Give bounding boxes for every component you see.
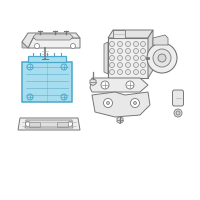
- Circle shape: [126, 70, 130, 74]
- Polygon shape: [42, 58, 48, 66]
- Circle shape: [70, 44, 76, 48]
- Circle shape: [110, 55, 114, 60]
- Circle shape: [153, 49, 171, 67]
- Circle shape: [61, 94, 67, 100]
- Circle shape: [61, 64, 67, 70]
- Circle shape: [106, 102, 110, 104]
- Circle shape: [147, 43, 177, 73]
- Polygon shape: [25, 120, 73, 128]
- Polygon shape: [22, 42, 28, 48]
- Circle shape: [110, 62, 114, 68]
- Circle shape: [174, 109, 182, 117]
- Polygon shape: [108, 38, 148, 78]
- Circle shape: [26, 121, 30, 127]
- Circle shape: [158, 54, 166, 62]
- FancyBboxPatch shape: [58, 122, 68, 128]
- Circle shape: [126, 62, 130, 68]
- Circle shape: [140, 55, 146, 60]
- Circle shape: [118, 55, 122, 60]
- Circle shape: [126, 55, 130, 60]
- Circle shape: [68, 121, 72, 127]
- Polygon shape: [33, 34, 73, 40]
- FancyBboxPatch shape: [172, 90, 184, 106]
- Circle shape: [134, 102, 136, 104]
- Circle shape: [176, 111, 180, 115]
- Circle shape: [110, 42, 114, 46]
- Circle shape: [134, 48, 138, 53]
- Polygon shape: [90, 78, 148, 92]
- Circle shape: [118, 48, 122, 53]
- Circle shape: [134, 55, 138, 60]
- Circle shape: [110, 48, 114, 53]
- Polygon shape: [104, 42, 108, 74]
- Circle shape: [134, 70, 138, 74]
- Polygon shape: [153, 35, 168, 45]
- Circle shape: [126, 81, 134, 89]
- Circle shape: [126, 48, 130, 53]
- Polygon shape: [108, 30, 153, 38]
- Circle shape: [134, 62, 138, 68]
- Circle shape: [35, 44, 40, 48]
- Circle shape: [101, 81, 109, 89]
- Circle shape: [140, 62, 146, 68]
- Circle shape: [27, 64, 33, 70]
- Circle shape: [104, 98, 112, 108]
- Polygon shape: [22, 62, 72, 102]
- Circle shape: [140, 70, 146, 74]
- Polygon shape: [90, 78, 96, 86]
- Circle shape: [134, 42, 138, 46]
- Circle shape: [118, 62, 122, 68]
- Circle shape: [118, 42, 122, 46]
- Polygon shape: [117, 116, 123, 123]
- Circle shape: [27, 94, 33, 100]
- Polygon shape: [28, 56, 66, 62]
- Polygon shape: [92, 92, 150, 117]
- Circle shape: [118, 70, 122, 74]
- Circle shape: [140, 42, 146, 46]
- Polygon shape: [22, 33, 80, 48]
- Circle shape: [126, 42, 130, 46]
- Polygon shape: [28, 38, 80, 48]
- Circle shape: [110, 70, 114, 74]
- Polygon shape: [113, 30, 125, 38]
- Circle shape: [140, 48, 146, 53]
- Polygon shape: [148, 30, 153, 78]
- FancyBboxPatch shape: [30, 122, 40, 128]
- Polygon shape: [18, 118, 80, 130]
- Circle shape: [130, 98, 140, 108]
